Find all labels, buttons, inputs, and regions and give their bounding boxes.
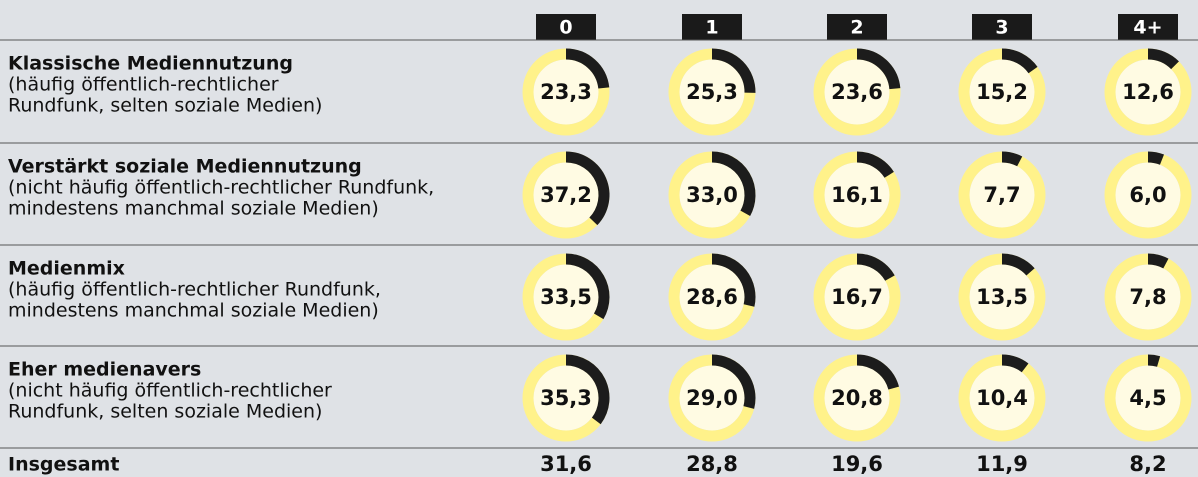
donut-inner [824,59,890,125]
row-title: Medienmix [8,258,125,280]
donut-label: 13,5 [976,285,1028,309]
donut-inner [533,59,599,125]
donut-segment [711,48,756,93]
row-title: Eher medienavers [8,359,201,381]
row-description: (nicht häufig öffentlich-rechtlicher Run… [8,177,434,199]
donut-inner [533,264,599,330]
column-header: 3 [995,17,1008,39]
column-header: 2 [850,17,863,39]
donut-segment [1001,354,1029,373]
column-header: 4+ [1133,17,1162,39]
row-description: Rundfunk, selten soziale Medien) [8,401,322,423]
donut-segment [856,253,895,282]
donut-segment [565,354,610,425]
donut-label: 7,8 [1129,285,1166,309]
row-description: mindestens manchmal soziale Medien) [8,198,379,220]
donut-segment [1147,48,1179,70]
donut-inner [969,162,1035,228]
donut-segment [1147,151,1165,165]
column-header-box [682,14,742,40]
donut-segment [565,151,610,226]
total-value: 8,2 [1129,452,1166,476]
donut-segment [1147,354,1161,367]
column-header-box [536,14,596,40]
donut-segment [856,48,901,90]
donut-inner [969,59,1035,125]
donut-label: 23,3 [540,80,592,104]
donut-inner [1115,264,1181,330]
donut-inner [969,365,1035,431]
donut-inner [824,264,890,330]
donut-segment [856,151,894,179]
total-value: 31,6 [540,452,592,476]
donut-label: 35,3 [540,386,592,410]
column-header: 1 [705,17,718,39]
donut-segment [1001,151,1023,167]
donut-segment [565,253,610,320]
donut-segment [711,354,756,409]
donut-label: 16,7 [831,285,883,309]
donut-segment [1001,253,1035,276]
donut-inner [533,162,599,228]
donut-inner [533,365,599,431]
column-header: 0 [559,17,572,39]
donut-segment [1001,48,1038,74]
row-title: Verstärkt soziale Mediennutzung [8,156,362,178]
donut-segment [711,253,756,307]
column-header-box [1118,14,1178,40]
donut-label: 37,2 [540,183,592,207]
donut-inner [679,264,745,330]
total-value: 19,6 [831,452,883,476]
donut-segment [711,151,756,216]
donut-label: 33,0 [686,183,738,207]
row-description: (häufig öffentlich-rechtlicher Rundfunk, [8,279,381,301]
row-description: mindestens manchmal soziale Medien) [8,300,379,322]
donut-inner [1115,59,1181,125]
donut-label: 12,6 [1122,80,1174,104]
donut-segment [565,48,610,89]
donut-segment [856,354,899,390]
total-value: 11,9 [976,452,1028,476]
donut-label: 29,0 [686,386,738,410]
donut-label: 6,0 [1129,183,1166,207]
donut-inner [679,59,745,125]
row-description: Rundfunk, selten soziale Medien) [8,95,322,117]
donut-inner [1115,162,1181,228]
donut-inner [824,162,890,228]
donut-label: 23,6 [831,80,883,104]
donut-label: 7,7 [983,183,1020,207]
row-description: (nicht häufig öffentlich-rechtlicher [8,380,332,402]
column-header-box [827,14,887,40]
donut-label: 15,2 [976,80,1028,104]
donut-label: 20,8 [831,386,883,410]
donut-inner [679,365,745,431]
donut-segment [1147,253,1169,269]
donut-inner [679,162,745,228]
donut-inner [969,264,1035,330]
column-header-box [972,14,1032,40]
donut-label: 4,5 [1129,386,1166,410]
donut-inner [1115,365,1181,431]
donut-inner [824,365,890,431]
donut-label: 10,4 [976,386,1028,410]
donut-label: 25,3 [686,80,738,104]
total-value: 28,8 [686,452,738,476]
donut-label: 28,6 [686,285,738,309]
row-title: Klassische Mediennutzung [8,53,293,75]
donut-label: 16,1 [831,183,883,207]
total-title: Insgesamt [8,454,119,476]
donut-label: 33,5 [540,285,592,309]
row-description: (häufig öffentlich-rechtlicher [8,74,279,96]
